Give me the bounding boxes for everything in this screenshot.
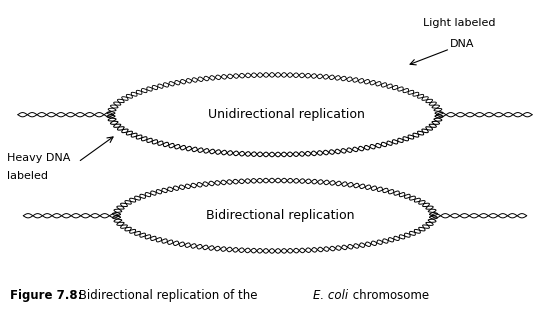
Text: Bidirectional replication: Bidirectional replication [206,209,355,222]
Text: labeled: labeled [7,171,48,181]
Text: chromosome: chromosome [349,289,429,302]
Text: E. coli: E. coli [314,289,349,302]
Text: Unidirectional replication: Unidirectional replication [207,108,365,121]
Text: Light labeled: Light labeled [423,18,495,28]
Text: Bidirectional replication of the: Bidirectional replication of the [75,289,261,302]
Text: Figure 7.8:: Figure 7.8: [9,289,82,302]
Text: Heavy DNA: Heavy DNA [7,153,70,163]
Text: DNA: DNA [450,39,475,49]
